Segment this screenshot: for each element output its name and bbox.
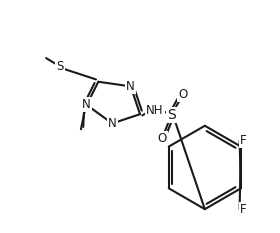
Text: S: S — [167, 108, 176, 122]
Text: O: O — [157, 132, 167, 145]
Text: N: N — [108, 117, 116, 130]
Text: S: S — [56, 60, 64, 73]
Text: N: N — [82, 98, 91, 111]
Text: N: N — [126, 80, 135, 93]
Text: NH: NH — [146, 104, 164, 117]
Text: F: F — [240, 134, 246, 147]
Text: F: F — [240, 203, 246, 216]
Text: O: O — [178, 88, 188, 101]
